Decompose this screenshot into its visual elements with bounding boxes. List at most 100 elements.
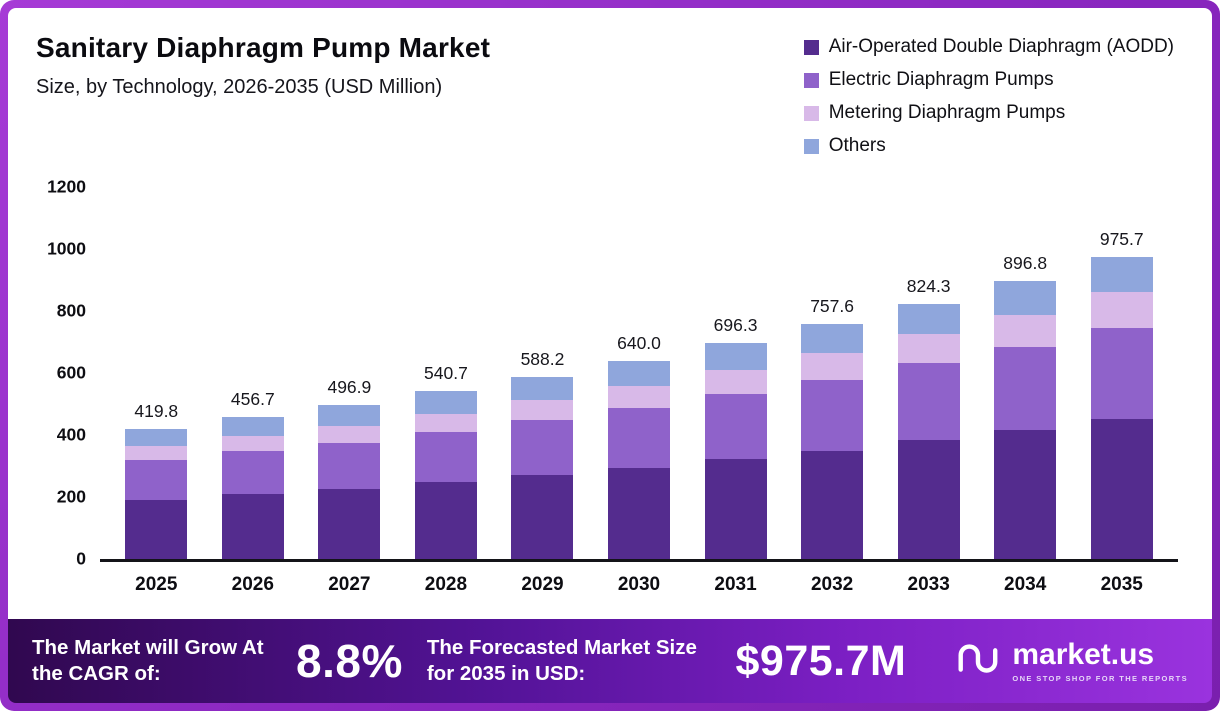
y-tick-label: 1000 [47,238,86,259]
bar-column: 896.8 [977,187,1074,559]
bar-segment [125,500,188,559]
bar-segment [704,394,767,460]
bar-segment [608,360,670,387]
market-us-logo-icon [954,636,1000,687]
bar-column: 419.8 [108,187,205,559]
bar-column: 640.0 [591,187,688,559]
bar-total-label: 456.7 [230,389,275,410]
bar-segment [318,426,381,443]
legend-label: Metering Diaphragm Pumps [828,102,1066,123]
bar-segment [608,467,670,559]
stacked-bar [414,391,477,559]
stacked-bar-chart: 0 200 400 600 800 1000 1200 419.8 456.7 496.9 540… [36,177,1178,596]
legend-label: Electric Diaphragm Pumps [828,69,1054,90]
bar-segment [1090,292,1153,329]
bar-column: 456.7 [205,187,302,559]
stacked-bar [221,417,284,559]
bar-segment [221,493,284,559]
bar-segment [994,314,1057,347]
stacked-bar [801,324,864,559]
legend-item: Others [803,135,1174,157]
y-tick-label: 800 [56,300,86,321]
x-axis: 2025 2026 2027 2028 2029 2030 2031 2032 2033 2034… [100,574,1178,596]
x-tick-label: 2033 [907,574,950,595]
bar-total-label: 896.8 [1003,253,1048,274]
y-tick-label: 0 [76,548,86,569]
bar-segment [608,407,670,468]
bar-total-label: 757.6 [810,296,854,317]
bar-total-label: 824.3 [906,275,951,296]
x-tick-label: 2031 [714,574,757,595]
bar-total-label: 975.7 [1099,228,1144,249]
chart-header: Sanitary Diaphragm Pump Market Size, by … [36,32,1178,157]
y-axis: 0 200 400 600 800 1000 1200 [36,177,100,569]
bar-segment [1090,256,1153,293]
legend-swatch [803,138,819,154]
bar-segment [511,420,574,476]
forecast-label: The Forecasted Market Size for 2035 in U… [426,636,697,685]
bar-segment [897,333,960,364]
bar-segment [994,430,1057,559]
bar-total-label: 496.9 [327,376,372,397]
bar-segment [125,428,188,446]
bar-segment [801,379,864,451]
legend-swatch [803,72,819,88]
y-tick-label: 400 [56,424,86,445]
stacked-bar [608,360,670,559]
bar-total-label: 540.7 [424,363,468,384]
bar-column: 540.7 [398,187,495,559]
brand-block: market.us ONE STOP SHOP FOR THE REPORTS [954,636,1188,687]
legend-swatch [803,105,819,121]
bar-segment [897,440,960,559]
y-tick-label: 600 [56,362,86,383]
stacked-bar [897,303,960,559]
bar-column: 588.2 [494,187,591,559]
bar-segment [801,450,864,559]
bar-column: 975.7 [1073,187,1170,559]
stacked-bar [1090,256,1153,559]
stacked-bar [994,281,1057,559]
bar-segment [608,386,670,408]
bar-segment [1090,418,1153,559]
legend-item: Electric Diaphragm Pumps [803,69,1174,91]
bar-segment [318,489,381,559]
brand-tagline: ONE STOP SHOP FOR THE REPORTS [1012,673,1188,683]
bar-segment [897,303,960,334]
bar-segment [318,442,381,490]
x-tick-label: 2030 [617,574,661,595]
bar-segment [704,459,767,559]
brand-text: market.us ONE STOP SHOP FOR THE REPORTS [1012,639,1188,683]
forecast-value: $975.7M [735,636,907,685]
page-title: Sanitary Diaphragm Pump Market [36,32,491,63]
bar-segment [221,417,284,436]
x-tick-label: 2029 [521,574,564,595]
bar-segment [511,400,574,421]
bar-column: 696.3 [687,187,784,559]
x-tick-label: 2034 [1004,574,1047,595]
bar-segment [897,363,960,441]
chart-card: Sanitary Diaphragm Pump Market Size, by … [8,8,1212,619]
bar-segment [318,404,381,427]
legend-item: Metering Diaphragm Pumps [803,102,1174,124]
bar-segment [801,324,864,354]
bar-segment [704,370,767,395]
x-tick-label: 2025 [135,574,178,595]
y-tick-label: 200 [56,486,86,507]
x-tick-label: 2027 [328,574,371,595]
x-tick-label: 2032 [810,574,854,595]
bar-segment [125,459,188,501]
stacked-bar [511,376,574,559]
bar-total-label: 419.8 [134,400,179,421]
x-tick-label: 2028 [424,574,468,595]
y-tick-label: 1200 [47,176,86,197]
bar-segment [511,475,574,559]
x-tick-label: 2035 [1100,574,1143,595]
title-block: Sanitary Diaphragm Pump Market Size, by … [36,32,490,99]
plot: 419.8 456.7 496.9 540.7 588.2 640.0 696.3 757.6… [100,187,1178,562]
bar-segment [221,435,284,451]
footer-banner: The Market will Grow At the CAGR of: 8.8… [8,619,1212,703]
bar-segment [414,391,477,414]
legend-label: Air-Operated Double Diaphragm (AODD) [828,36,1174,57]
legend-swatch [803,39,819,55]
